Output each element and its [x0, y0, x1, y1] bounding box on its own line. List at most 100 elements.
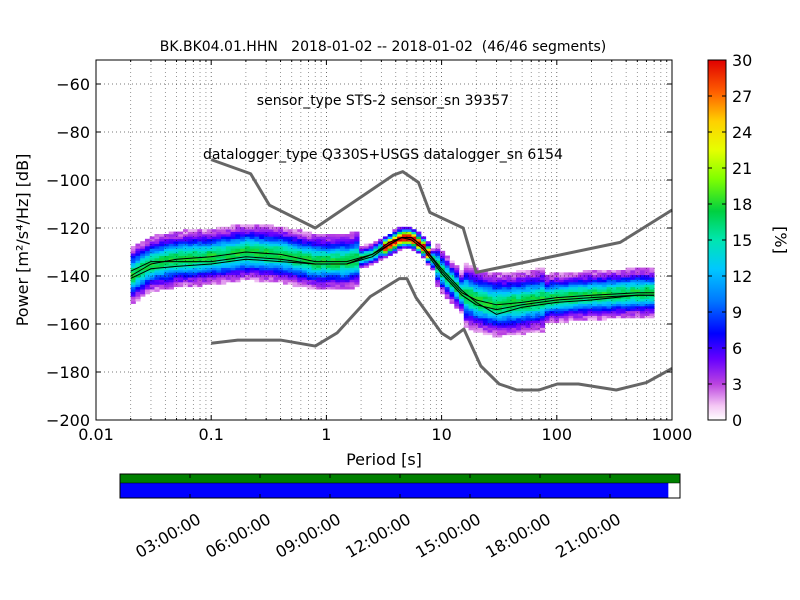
- heatmap-cell: [587, 303, 593, 307]
- heatmap-cell: [444, 255, 450, 259]
- heatmap-cell: [558, 284, 565, 288]
- heatmap-cell: [487, 313, 493, 316]
- heatmap-cell: [282, 282, 289, 285]
- heatmap-cell: [244, 253, 251, 256]
- heatmap-cell: [468, 279, 474, 283]
- heatmap-cell: [135, 294, 141, 297]
- heatmap-cell: [530, 327, 536, 331]
- heatmap-cell: [302, 282, 308, 285]
- heatmap-cell: [511, 298, 517, 302]
- heatmap-cell: [630, 310, 636, 314]
- heatmap-cell: [135, 267, 141, 271]
- heatmap-cell: [240, 226, 246, 230]
- heatmap-cell: [578, 313, 584, 316]
- heatmap-cell: [359, 265, 365, 268]
- heatmap-cell: [140, 258, 146, 261]
- heatmap-cell: [435, 282, 441, 285]
- heatmap-cell: [558, 291, 565, 295]
- heatmap-cell: [187, 255, 193, 259]
- heatmap-cell: [411, 236, 417, 240]
- heatmap-cell: [463, 270, 469, 273]
- heatmap-cell: [582, 291, 588, 295]
- heatmap-cell: [287, 243, 293, 247]
- heatmap-cell: [506, 286, 512, 290]
- heatmap-cell: [287, 270, 293, 273]
- heatmap-cell: [463, 274, 469, 278]
- heatmap-cell: [211, 279, 217, 283]
- heatmap-cell: [625, 303, 631, 307]
- heatmap-cell: [163, 265, 170, 268]
- heatmap-cell: [197, 246, 203, 249]
- heatmap-cell: [644, 272, 650, 276]
- heatmap-cell: [492, 279, 498, 283]
- heatmap-cell: [192, 241, 198, 244]
- heatmap-cell: [216, 270, 222, 273]
- heatmap-cell: [178, 282, 184, 285]
- heatmap-cell: [340, 258, 346, 261]
- heatmap-cell: [349, 250, 355, 254]
- heatmap-cell: [463, 320, 469, 324]
- heatmap-cell: [163, 248, 170, 252]
- heatmap-cell: [225, 267, 232, 271]
- heatmap-cell: [558, 320, 565, 324]
- heatmap-cell: [368, 258, 374, 261]
- heatmap-cell: [302, 272, 308, 276]
- heatmap-cell: [144, 286, 151, 290]
- heatmap-cell: [644, 286, 650, 290]
- heatmap-cell: [554, 277, 560, 280]
- heatmap-cell: [449, 260, 455, 264]
- heatmap-cell: [163, 241, 170, 244]
- heatmap-cell: [287, 231, 293, 235]
- heatmap-cell: [149, 289, 155, 292]
- heatmap-cell: [206, 243, 212, 247]
- heatmap-cell: [268, 246, 274, 249]
- heatmap-cell: [183, 241, 189, 244]
- heatmap-cell: [578, 318, 584, 321]
- heatmap-cell: [378, 250, 384, 254]
- heatmap-cell: [578, 308, 584, 312]
- heatmap-cell: [606, 284, 612, 288]
- heatmap-cell: [240, 253, 246, 256]
- heatmap-cell: [497, 282, 503, 285]
- heatmap-cell: [597, 306, 603, 309]
- heatmap-cell: [516, 330, 522, 333]
- heatmap-cell: [335, 282, 341, 285]
- x-axis-ticks: 0.01 0.1 1 10 100 1000: [78, 60, 692, 444]
- heatmap-cell: [130, 246, 136, 249]
- heatmap-cell: [197, 265, 203, 268]
- heatmap-cell: [549, 289, 555, 292]
- heatmap-cell: [520, 294, 527, 297]
- heatmap-cell: [549, 294, 555, 297]
- heatmap-cell: [225, 248, 232, 252]
- heatmap-cell: [478, 282, 484, 285]
- heatmap-cell: [363, 250, 370, 254]
- heatmap-cell: [173, 282, 179, 285]
- y-tick-label: −80: [56, 123, 90, 142]
- heatmap-cell: [530, 291, 536, 295]
- heatmap-cell: [392, 236, 398, 240]
- heatmap-cell: [211, 229, 217, 232]
- heatmap-cell: [649, 310, 655, 314]
- heatmap-cell: [287, 246, 293, 249]
- heatmap-cell: [639, 298, 646, 302]
- heatmap-cell: [449, 277, 455, 280]
- heatmap-cell: [473, 306, 479, 309]
- heatmap-cell: [163, 262, 170, 266]
- heatmap-cell: [216, 238, 222, 242]
- heatmap-cell: [206, 246, 212, 249]
- heatmap-cell: [159, 286, 165, 290]
- heatmap-cell: [487, 279, 493, 283]
- heatmap-cell: [335, 272, 341, 276]
- heatmap-cell: [539, 277, 546, 280]
- heatmap-cell: [416, 243, 422, 247]
- heatmap-cell: [221, 243, 227, 247]
- heatmap-cell: [144, 258, 151, 261]
- heatmap-cell: [159, 262, 165, 266]
- heatmap-cell: [454, 282, 460, 285]
- heatmap-cell: [259, 224, 265, 228]
- heatmap-cell: [601, 308, 607, 312]
- heatmap-cell: [539, 303, 546, 307]
- heatmap-cell: [601, 286, 607, 290]
- heatmap-cell: [163, 258, 170, 261]
- heatmap-cell: [601, 310, 607, 314]
